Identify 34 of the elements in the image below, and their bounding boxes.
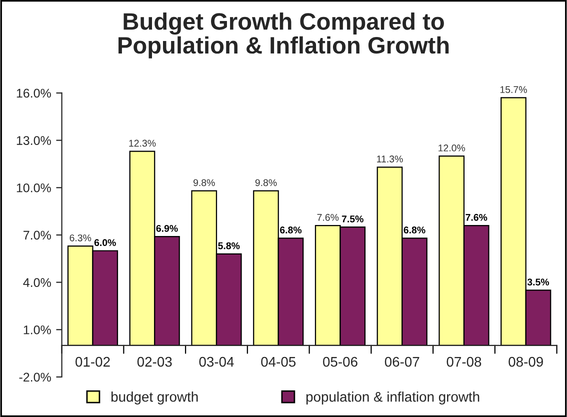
data-label: 15.7% (500, 86, 527, 94)
y-tick-label: 7.0% (24, 230, 51, 240)
x-tick-label: 04-05 (261, 356, 296, 367)
data-label: 5.8% (218, 242, 240, 250)
data-label: 7.6% (466, 214, 488, 221)
data-label: 11.3% (377, 156, 403, 162)
chart-title: Budget Growth Compared to Population & Inflation Growth (118, 12, 449, 58)
data-label: 12.3% (129, 140, 156, 147)
x-tick-label: 03-04 (199, 356, 234, 367)
data-label: 6.9% (156, 224, 178, 232)
legend-label: population & inflation growth (306, 392, 480, 404)
x-tick-label: 08-09 (508, 356, 543, 367)
data-label: 7.5% (342, 216, 364, 222)
x-tick-label: 02-03 (137, 356, 172, 367)
y-tick-label: 13.0% (16, 136, 51, 145)
x-tick-label: 05-06 (323, 356, 358, 367)
y-tick-label: 1.0% (24, 325, 51, 334)
y-tick-label: 16.0% (16, 88, 51, 98)
data-label: 9.8% (193, 179, 215, 186)
data-label: 3.5% (527, 278, 550, 286)
x-tick-label: 01-02 (76, 356, 110, 367)
data-label: 6.8% (404, 226, 426, 234)
data-label: 6.0% (94, 239, 116, 246)
x-tick-label: 06-07 (384, 356, 420, 367)
y-tick-label: 10.0% (16, 183, 51, 192)
legend-label: budget growth (111, 392, 198, 404)
data-label: 6.8% (280, 226, 302, 234)
data-label: 9.8% (255, 179, 277, 186)
data-label: 12.0% (438, 144, 466, 152)
y-tick-label: -2.0% (19, 372, 51, 382)
x-tick-label: 07-08 (446, 356, 482, 367)
data-label: 6.3% (70, 234, 92, 242)
y-tick-label: 4.0% (23, 278, 51, 287)
data-label: 7.6% (317, 214, 339, 221)
